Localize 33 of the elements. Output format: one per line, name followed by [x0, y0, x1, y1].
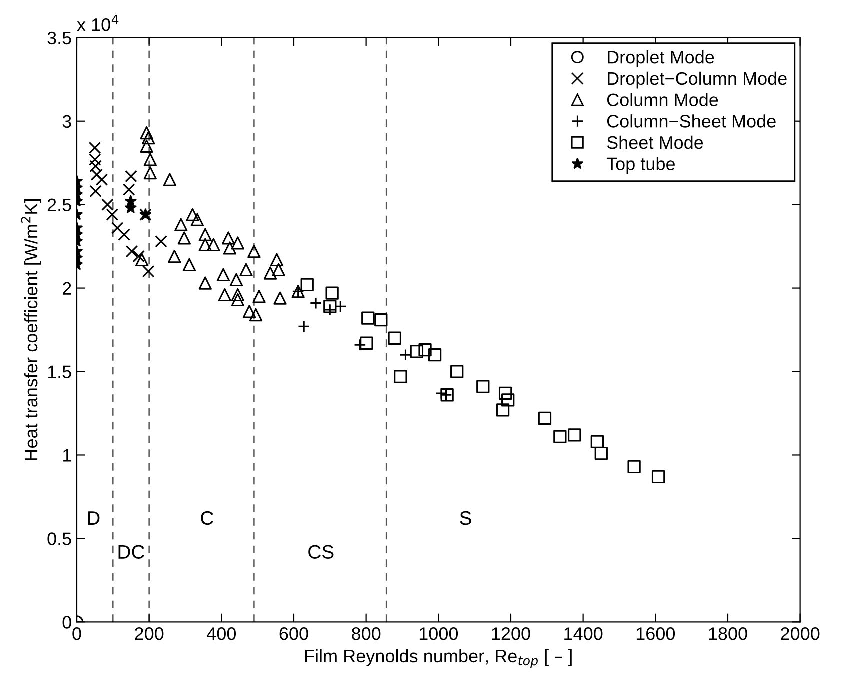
- annotation: DC: [118, 545, 145, 560]
- annotation: D: [88, 512, 100, 525]
- x-tick-label: 200: [135, 628, 164, 640]
- x-tick-label: 600: [280, 628, 308, 640]
- annotation: CS: [308, 545, 334, 560]
- x-axis-title: Film Reynolds number, Re$_{top}$ [ – ]: [305, 649, 572, 668]
- legend-label: Column Mode: [607, 93, 718, 106]
- annotation: C: [201, 511, 214, 526]
- legend-label: Top tube: [606, 157, 675, 174]
- y-tick-label: 1: [63, 449, 72, 462]
- y-tick-label: 1.5: [48, 366, 72, 378]
- y-tick-label: 0: [62, 616, 72, 629]
- x-tick-label: 1400: [564, 628, 603, 640]
- x-tick-label: 2000: [781, 628, 820, 640]
- text: x 10$^{4}$: [77, 14, 119, 32]
- y-tick-label: 3.5: [48, 32, 72, 45]
- x-tick-label: 1000: [420, 628, 458, 640]
- y-tick-label: 3: [62, 115, 72, 128]
- x-tick-label: 1600: [636, 628, 676, 640]
- x-tick-label: 400: [207, 628, 236, 640]
- x-tick-label: 0: [72, 628, 82, 640]
- legend-label: Droplet−Column Mode: [608, 72, 787, 89]
- x-tick-label: 800: [352, 628, 381, 640]
- x-tick-label: 1800: [709, 628, 748, 640]
- y-axis-title: Heat transfer coefficient [W/m$^{2}$K]: [21, 200, 42, 460]
- legend-label: Droplet Mode: [608, 50, 714, 68]
- x-tick-label: 1200: [492, 628, 530, 640]
- y-tick-label: 0.5: [48, 532, 72, 546]
- y-tick-label: 2: [62, 282, 72, 295]
- legend-label: Sheet Mode: [607, 136, 704, 150]
- annotation: S: [460, 511, 472, 526]
- legend-label: Column−Sheet Mode: [607, 114, 776, 128]
- y-tick-label: 2.5: [48, 198, 72, 212]
